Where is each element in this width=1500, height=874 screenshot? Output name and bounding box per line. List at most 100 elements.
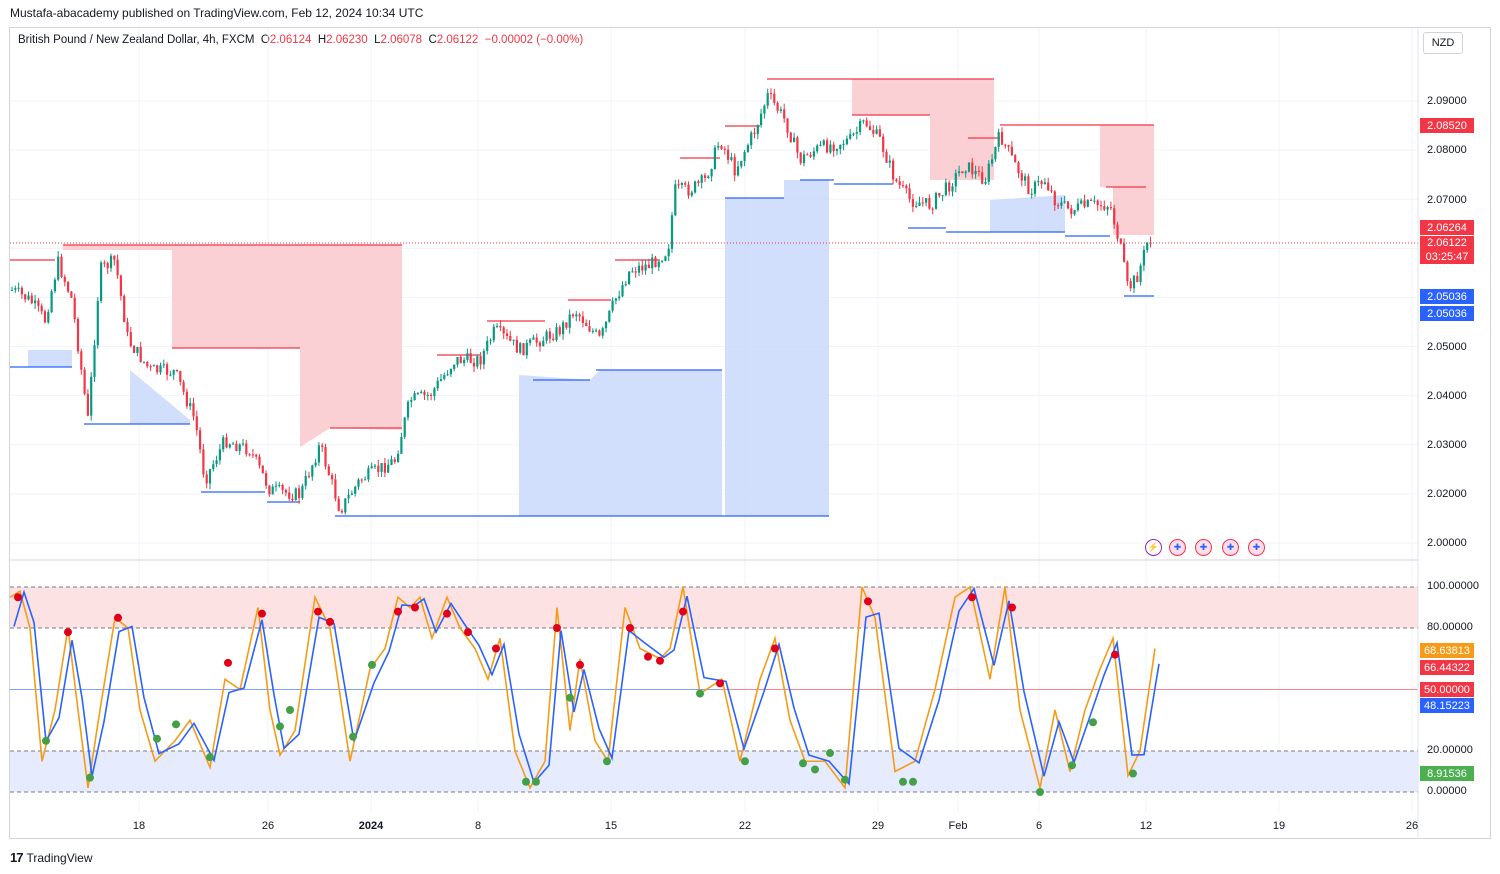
candle-body [1129, 281, 1132, 289]
candle-body [426, 394, 429, 396]
price-tick: 2.03000 [1427, 439, 1467, 451]
candle-body [977, 170, 980, 173]
candle-body [733, 157, 736, 176]
candle-body [367, 468, 370, 480]
price-tick: 2.00000 [1427, 537, 1467, 549]
uk-flag-event-icon[interactable]: ✚ [1195, 539, 1212, 556]
candle-body [304, 475, 307, 486]
candle-body [1139, 265, 1142, 283]
sell-signal-dot [443, 609, 451, 618]
candle-body [321, 445, 324, 447]
candle-body [24, 294, 27, 300]
candle-body [756, 125, 759, 134]
candle-body [611, 300, 614, 311]
candle-body [948, 182, 951, 192]
candle-body [647, 264, 650, 269]
candle-body [555, 327, 558, 340]
candle-body [1047, 182, 1050, 191]
candle-body [578, 314, 581, 317]
candle-body [1076, 203, 1079, 211]
candle-body [327, 466, 330, 476]
buy-signal-dot [522, 777, 530, 786]
candle-body [14, 288, 17, 290]
candle-body [1033, 181, 1037, 194]
candle-body [971, 162, 974, 175]
candle-body [73, 297, 76, 320]
symbol-name[interactable]: British Pound / New Zealand Dollar, 4h, … [18, 34, 255, 46]
candle-body [938, 192, 941, 196]
buy-signal-dot [566, 693, 574, 702]
candle-body [786, 118, 789, 133]
candle-body [532, 337, 535, 340]
candle-body [314, 462, 317, 466]
candle-body [390, 459, 393, 465]
candle-body [27, 295, 30, 300]
candle-body [806, 154, 809, 156]
uk-flag-event-icon[interactable]: ✚ [1248, 539, 1265, 556]
candle-body [433, 388, 436, 396]
candle-body [258, 456, 261, 466]
candle-body [291, 498, 294, 500]
candle-body [113, 255, 116, 260]
candle-body [783, 109, 786, 119]
high-label: H [317, 34, 327, 46]
candle-body [740, 160, 743, 167]
candle-body [931, 208, 934, 210]
candle-body [802, 154, 806, 164]
candle-body [439, 379, 443, 381]
buy-signal-dot [532, 777, 540, 786]
oversold-band [10, 751, 1418, 792]
tradingview-logo[interactable]: 17 TradingView [10, 850, 93, 865]
candle-body [337, 498, 340, 511]
time-tick: 6 [1035, 820, 1043, 832]
candle-body [1073, 210, 1076, 215]
support-zone [990, 195, 1065, 232]
candle-body [872, 130, 875, 134]
candle-body [918, 202, 921, 206]
sell-signal-dot [1008, 603, 1016, 612]
time-tick: 29 [871, 820, 885, 832]
candle-body [967, 162, 971, 172]
candle-body [535, 337, 538, 343]
candle-body [707, 176, 710, 178]
candle-body [476, 356, 479, 367]
candle-body [189, 403, 192, 407]
candle-body [1142, 250, 1145, 266]
uk-flag-event-icon[interactable]: ✚ [1169, 539, 1186, 556]
uk-flag-event-icon[interactable]: ✚ [1222, 539, 1239, 556]
candle-body [799, 152, 802, 164]
candle-body [162, 364, 165, 366]
candle-body [1126, 261, 1129, 282]
candle-body [779, 109, 782, 111]
last-price-tag: 2.06122 [1420, 236, 1474, 250]
candle-body [895, 179, 898, 182]
candle-body [311, 465, 314, 477]
candle-body [202, 449, 205, 475]
buy-signal-dot [603, 757, 611, 766]
candle-body [80, 351, 83, 370]
candle-body [469, 353, 472, 363]
candle-body [149, 366, 152, 368]
candle-body [575, 314, 578, 317]
candle-body [1119, 238, 1122, 244]
candle-body [340, 510, 344, 513]
candle-body [347, 494, 350, 499]
candle-body [1116, 224, 1119, 239]
lightning-event-icon[interactable]: ⚡ [1145, 539, 1162, 556]
candle-body [865, 120, 868, 127]
currency-button[interactable]: NZD [1423, 32, 1463, 54]
candle-body [997, 132, 1000, 147]
candle-body [152, 365, 155, 367]
candle-body [195, 416, 198, 431]
candle-body [964, 171, 967, 174]
sell-signal-dot [492, 644, 500, 653]
candle-body [67, 281, 70, 292]
close-value: 2.06122 [436, 34, 479, 46]
low-value: 2.06078 [380, 34, 423, 46]
candle-body [344, 498, 347, 513]
candle-body [868, 126, 872, 131]
candle-body [360, 479, 363, 481]
buy-signal-dot [172, 720, 180, 729]
open-label: O [260, 34, 270, 46]
